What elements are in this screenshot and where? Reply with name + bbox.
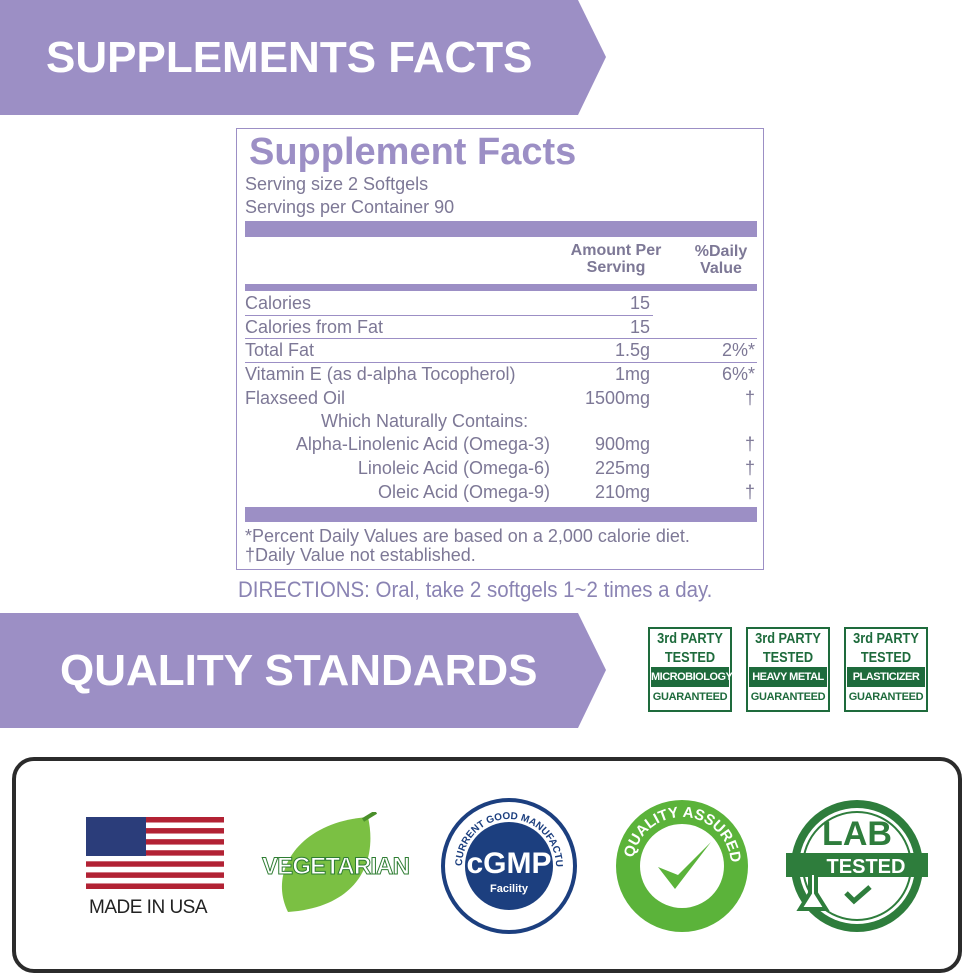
vegetarian-leaf-icon: VEGETARIAN: [262, 812, 411, 912]
table-row: Vitamin E (as d-alpha Tocopherol) 1mg 6%*: [245, 364, 755, 384]
badge-plasticizer: 3rd PARTY TESTED PLASTICIZER GUARANTEED: [844, 627, 928, 712]
cgmp-seal-icon: CURRENT GOOD MANUFACTURING REACTICE cGMP…: [440, 797, 577, 934]
svg-text:TESTED: TESTED: [827, 856, 906, 878]
svg-text:cGMP: cGMP: [466, 847, 551, 880]
footnote: *Percent Daily Values are based on a 2,0…: [245, 526, 690, 546]
table-row: Oleic Acid (Omega-9) 210mg †: [377, 482, 755, 502]
table-row: Calories from Fat 15: [245, 317, 650, 337]
quality-standards-banner: QUALITY STANDARDS: [0, 613, 606, 728]
table-row: Total Fat 1.5g 2%*: [245, 340, 755, 360]
table-row: Calories 15: [245, 293, 650, 313]
divider: [245, 507, 757, 522]
table-row: Linoleic Acid (Omega-6) 225mg †: [357, 458, 755, 478]
supplement-facts-panel: Supplement Facts Serving size 2 Softgels…: [236, 128, 764, 570]
table-row: Flaxseed Oil 1500mg †: [245, 388, 755, 408]
badge-heavy-metal: 3rd PARTY TESTED HEAVY METAL GUARANTEED: [746, 627, 830, 712]
supplements-facts-banner: SUPPLEMENTS FACTS: [0, 0, 606, 115]
usa-flag-icon: [86, 817, 224, 889]
lab-tested-seal-icon: LAB TESTED: [786, 800, 928, 932]
made-in-usa-label: MADE IN USA: [89, 897, 208, 918]
header-amount: Amount Per Serving: [570, 242, 662, 276]
serving-size: Serving size 2 Softgels: [245, 174, 429, 194]
table-row: Alpha-Linolenic Acid (Omega-3) 900mg †: [295, 434, 755, 454]
directions: DIRECTIONS: Oral, take 2 softgels 1~2 ti…: [238, 577, 713, 602]
svg-text:LAB: LAB: [822, 815, 892, 853]
certifications-box: [12, 757, 962, 973]
banner-title: SUPPLEMENTS FACTS: [46, 32, 533, 82]
facts-title: Supplement Facts: [249, 131, 577, 173]
vegetarian-label: VEGETARIAN: [262, 853, 410, 880]
footnote: †Daily Value not established.: [245, 545, 476, 565]
table-row: Which Naturally Contains:: [321, 411, 529, 431]
banner-title: QUALITY STANDARDS: [60, 645, 538, 695]
header-dv: %Daily Value: [694, 243, 748, 277]
svg-text:Facility: Facility: [490, 883, 529, 895]
divider: [245, 221, 757, 237]
servings-per-container: Servings per Container 90: [245, 197, 455, 217]
divider: [245, 284, 757, 291]
quality-assured-seal-icon: QUALITY ASSURED: [616, 800, 748, 932]
badge-microbiology: 3rd PARTY TESTED MICROBIOLOGY GUARANTEED: [648, 627, 733, 712]
